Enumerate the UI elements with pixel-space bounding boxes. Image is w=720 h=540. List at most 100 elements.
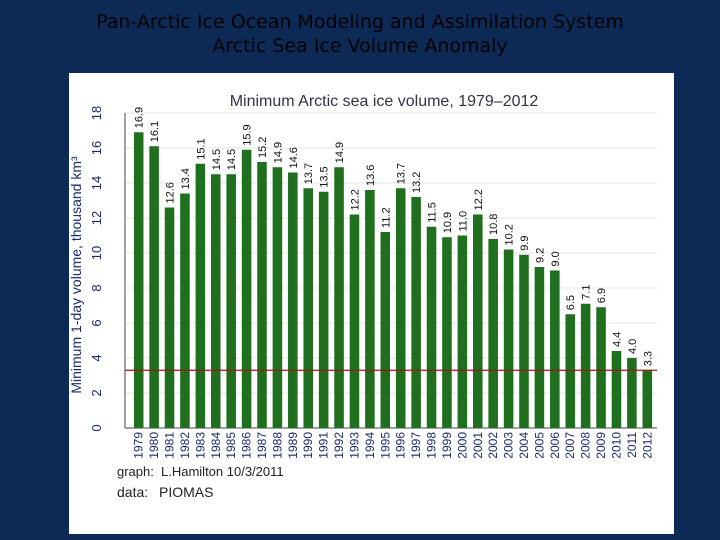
y-tick-label: 6: [89, 319, 104, 326]
bar: [303, 188, 314, 428]
value-label: 16.1: [149, 121, 161, 142]
value-label: 14.5: [226, 149, 238, 170]
bar: [149, 146, 159, 428]
value-label: 14.9: [272, 142, 284, 163]
x-tick-label: 1986: [240, 432, 254, 459]
x-tick-label: 1994: [363, 432, 377, 459]
x-tick-label: 2001: [471, 432, 485, 459]
bar: [534, 267, 545, 428]
bar: [596, 307, 606, 428]
value-label: 9.0: [550, 251, 562, 266]
y-tick-label: 12: [89, 211, 104, 225]
value-label: 16.9: [134, 107, 146, 128]
slide-title-line1: Pan-Arctic Ice Ocean Modeling and Assimi…: [96, 11, 624, 33]
y-tick-label: 14: [89, 176, 104, 190]
x-tick-label: 1981: [163, 432, 177, 459]
bar: [426, 226, 437, 428]
x-tick-label: 2010: [609, 432, 623, 459]
value-label: 6.9: [596, 288, 608, 303]
value-label: 4.4: [611, 332, 623, 347]
data-note-label: data:: [117, 484, 148, 500]
bar: [442, 237, 452, 428]
bar: [164, 207, 175, 428]
x-tick-label: 2002: [486, 432, 500, 459]
chart-panel: Minimum Arctic sea ice volume, 1979–2012…: [69, 73, 674, 534]
value-label: 10.9: [442, 212, 454, 233]
x-tick-label: 1988: [270, 432, 284, 459]
y-tick-label: 10: [89, 246, 104, 260]
value-label: 11.5: [427, 202, 439, 223]
bar: [488, 239, 498, 428]
x-tick-label: 1997: [409, 432, 423, 459]
x-tick-label: 1992: [332, 432, 346, 459]
bar: [580, 303, 591, 428]
x-tick-label: 2009: [594, 432, 608, 459]
x-tick-label: 1984: [209, 432, 223, 459]
value-label: 9.9: [519, 235, 531, 250]
x-tick-label: 2003: [502, 432, 516, 459]
bar: [257, 162, 267, 428]
y-tick-label: 8: [89, 284, 104, 291]
y-tick-label: 2: [89, 389, 104, 396]
bar: [627, 358, 637, 428]
x-tick-label: 2012: [640, 432, 654, 459]
x-tick-label: 1983: [193, 432, 207, 459]
x-tick-label: 1993: [347, 432, 361, 459]
value-label: 13.4: [180, 168, 192, 189]
chart-title: Minimum Arctic sea ice volume, 1979–2012: [230, 93, 539, 110]
bar: [365, 190, 375, 428]
value-label: 13.7: [303, 163, 315, 184]
value-label: 14.6: [288, 147, 300, 168]
bar: [133, 132, 144, 428]
graph-note-value: L.Hamilton 10/3/2011: [161, 464, 284, 479]
y-axis-label: Minimum 1-day volume, thousand km³: [69, 156, 84, 394]
data-note-value: PIOMAS: [159, 484, 213, 500]
value-label: 3.3: [642, 351, 654, 366]
x-tick-label: 2000: [455, 432, 469, 459]
bar: [180, 193, 190, 428]
value-label: 15.2: [257, 137, 269, 158]
bar: [611, 351, 622, 428]
bar: [565, 314, 576, 428]
bar: [349, 214, 360, 428]
x-tick-label: 2008: [579, 432, 593, 459]
x-tick-label: 1991: [317, 432, 331, 459]
x-tick-label: 2005: [532, 432, 546, 459]
bar: [210, 174, 221, 428]
value-label: 7.1: [581, 284, 593, 299]
value-label: 11.2: [380, 207, 392, 228]
value-label: 11.0: [457, 211, 469, 232]
value-label: 14.9: [334, 142, 346, 163]
x-tick-label: 2007: [563, 432, 577, 459]
value-label: 10.2: [504, 224, 516, 245]
x-tick-label: 1990: [301, 432, 315, 459]
bar: [272, 167, 283, 428]
value-label: 13.2: [411, 172, 423, 193]
value-label: 13.7: [396, 163, 408, 184]
bar: [457, 235, 468, 428]
bar: [472, 214, 483, 428]
value-label: 12.2: [473, 189, 485, 210]
bar: [550, 270, 560, 428]
x-tick-label: 1979: [132, 432, 146, 459]
bar: [519, 254, 529, 428]
x-tick-label: 1980: [147, 432, 161, 459]
value-label: 4.0: [627, 339, 639, 354]
value-label: 12.6: [165, 182, 177, 203]
y-tick-label: 0: [89, 424, 104, 431]
x-tick-label: 2004: [517, 432, 531, 459]
value-label: 15.1: [195, 138, 207, 159]
value-label: 6.5: [565, 295, 577, 310]
slide-title-line2: Arctic Sea Ice Volume Anomaly: [212, 35, 508, 57]
bar: [334, 167, 344, 428]
bar: [241, 149, 252, 428]
x-tick-label: 2011: [625, 432, 639, 458]
slide-title: Pan-Arctic Ice Ocean Modeling and Assimi…: [0, 10, 720, 58]
x-tick-label: 1996: [394, 432, 408, 459]
x-tick-label: 2006: [548, 432, 562, 459]
x-tick-label: 1999: [440, 432, 454, 459]
value-label: 15.9: [242, 124, 254, 145]
y-tick-label: 16: [89, 141, 104, 155]
bar: [395, 188, 406, 428]
value-label: 9.2: [534, 248, 546, 263]
